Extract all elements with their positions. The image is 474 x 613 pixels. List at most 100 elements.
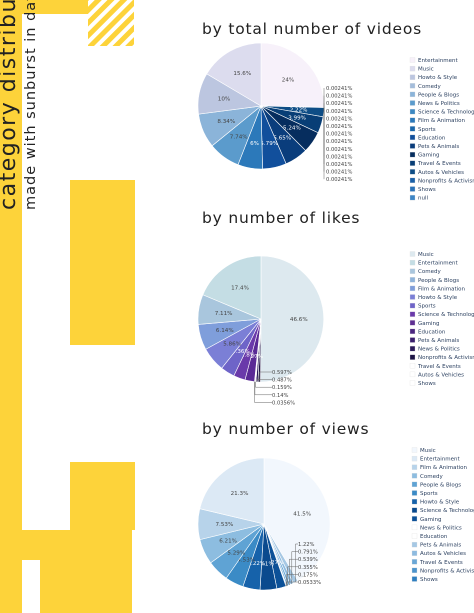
legend-item[interactable]: Education (418, 135, 446, 141)
legend-swatch (409, 134, 416, 141)
slice-label: 5.86% (223, 341, 241, 347)
callout-label: 0.00241% (326, 139, 352, 145)
legend-item[interactable]: Autos & Vehicles (418, 372, 464, 378)
callout-line (254, 381, 272, 403)
legend-item[interactable]: Autos & Vehicles (418, 170, 464, 176)
legend-item[interactable]: Film & Animation (420, 465, 468, 471)
legend-item[interactable]: Pets & Animals (418, 144, 459, 150)
legend-item[interactable]: Science & Technology (418, 312, 474, 318)
legend-item[interactable]: Travel & Events (417, 161, 461, 167)
slice-label: 2.8% (241, 353, 255, 359)
legend-item[interactable]: News & Politics (420, 525, 462, 531)
legend-swatch (411, 481, 418, 488)
legend-item[interactable]: Sports (418, 304, 436, 310)
legend-swatch (409, 363, 416, 369)
callout-label: 0.487% (272, 378, 292, 384)
legend-item[interactable]: Entertainment (420, 457, 461, 463)
legend-item[interactable]: Pets & Animals (418, 338, 459, 344)
legend-swatch (409, 57, 416, 63)
yellow-block-top (22, 0, 88, 14)
legend-item[interactable]: Comedy (418, 84, 441, 90)
pie-slice (206, 42, 262, 107)
legend-item[interactable]: Shows (418, 381, 436, 387)
legend-swatch (409, 143, 416, 149)
legend-swatch (409, 100, 416, 106)
page-title: category distributions (0, 0, 21, 210)
legend-item[interactable]: People & Blogs (418, 278, 459, 284)
legend-item[interactable]: Entertainment (418, 58, 459, 64)
legend-swatch (409, 285, 416, 292)
legend-swatch (409, 177, 416, 184)
legend-item[interactable]: Comedy (420, 474, 443, 480)
legend-item[interactable]: Entertainment (418, 261, 459, 267)
legend-item[interactable]: Education (418, 329, 446, 335)
legend-item[interactable]: Science & Technology (420, 508, 474, 514)
legend-item[interactable]: Sports (418, 127, 436, 133)
legend-item[interactable]: Nonprofits & Activism (420, 568, 474, 574)
callout-line (255, 381, 272, 388)
legend-item[interactable]: Education (420, 534, 448, 540)
legend-item[interactable]: Travel & Events (417, 364, 461, 370)
legend-swatch (411, 507, 418, 513)
legend-item[interactable]: Howto & Style (418, 75, 458, 81)
legend-item[interactable]: Autos & Vehicles (420, 551, 466, 557)
legend-swatch (409, 91, 416, 98)
slice-label: 41.5% (293, 512, 311, 518)
legend-item[interactable]: Gaming (418, 153, 440, 159)
legend-item[interactable]: Film & Animation (418, 286, 466, 292)
legend-item[interactable]: Travel & Events (419, 560, 463, 566)
legend-item[interactable]: Nonprofits & Activism (418, 355, 474, 361)
legend-item[interactable]: Pets & Animals (420, 543, 461, 549)
legend-item[interactable]: Music (418, 67, 434, 73)
legend-item[interactable]: Howto & Style (418, 295, 458, 301)
legend-swatch (409, 65, 416, 72)
chart-title-videos: by total number of videos (202, 20, 423, 38)
legend-item[interactable]: Gaming (420, 517, 442, 523)
legend-swatch (409, 354, 416, 360)
callout-label: 0.00241% (326, 154, 352, 160)
callout-label: 0.00241% (326, 124, 352, 130)
legend-swatch (409, 259, 416, 266)
legend-item[interactable]: Music (418, 252, 434, 258)
slice-label: 7.11% (215, 311, 233, 317)
chart-panel-views: by number of views 41.5% 2.27% 4.1% 4.22% 4.… (198, 420, 474, 607)
legend-item[interactable]: Science & Technology (418, 110, 474, 116)
pie-chart-views: 41.5% 2.27%4.1%4.22%4.53%5.29% 6.21% 7.53% 2… (198, 447, 474, 591)
legend-item[interactable]: News & Politics (418, 101, 460, 107)
legend-item[interactable]: Howto & Style (420, 500, 460, 506)
legend-swatch (409, 320, 416, 326)
legend-item[interactable]: Shows (420, 577, 438, 583)
legend-item[interactable]: Film & Animation (418, 118, 466, 124)
legend-item[interactable]: News & Politics (418, 347, 460, 353)
legend-swatch (411, 576, 418, 582)
callout-line (254, 381, 272, 396)
legend-swatch (409, 126, 416, 132)
legend-item[interactable]: Shows (418, 187, 436, 193)
legend-item[interactable]: Comedy (418, 269, 441, 275)
legend-swatch (409, 328, 416, 335)
pie-chart-videos: 24% 2.22%3.99% 5.24% 5.65%5.79%6%7.74% 8.34%… (198, 42, 474, 202)
callout-label: 0.00241% (326, 170, 352, 176)
legend-swatch (411, 550, 418, 556)
legend-swatch (409, 337, 416, 343)
legend-item[interactable]: null (418, 196, 428, 202)
legend-item[interactable]: People & Blogs (420, 482, 461, 488)
yellow-block-bottom (22, 530, 132, 613)
legend-swatch (409, 74, 416, 80)
legend-item[interactable]: Sports (420, 491, 438, 497)
legend-swatch (411, 516, 418, 522)
legend-item[interactable]: People & Blogs (418, 92, 459, 98)
slice-label: 6.14% (216, 328, 234, 334)
callout-label: 0.597% (272, 370, 292, 376)
callout-label: 0.00241% (326, 116, 352, 122)
legend-item[interactable]: Gaming (418, 321, 440, 327)
legend-item[interactable]: Nonprofits & Activism (418, 178, 474, 184)
callout-label: 0.00241% (326, 94, 352, 100)
legend-item[interactable]: Music (420, 448, 436, 454)
legend-swatch (411, 524, 418, 531)
callout-line (291, 551, 298, 584)
callout-label: 1.22% (298, 542, 315, 548)
callout-label: 0.00241% (326, 177, 352, 183)
legend-swatch (411, 533, 418, 539)
legend-swatch (411, 567, 418, 574)
